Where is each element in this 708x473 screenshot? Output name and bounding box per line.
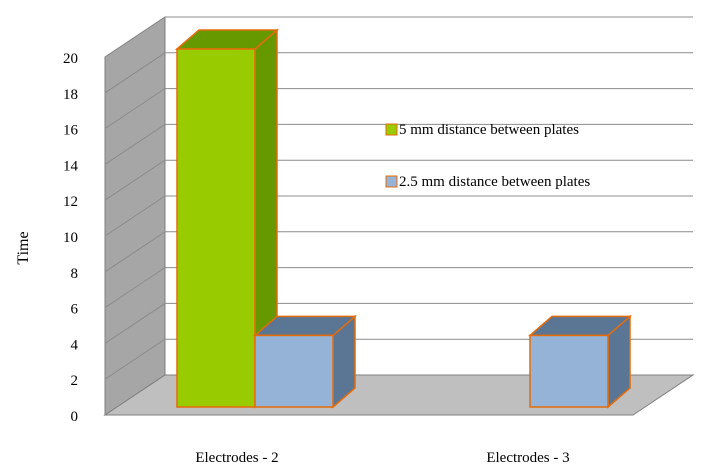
y-tick-label: 6	[71, 302, 79, 318]
y-tick-label: 18	[63, 87, 78, 103]
bar-front	[255, 335, 333, 407]
x-axis-categories: Electrodes - 2 Electrodes - 3	[195, 450, 569, 466]
legend-swatch	[386, 176, 397, 187]
x-category-label: Electrodes - 3	[486, 450, 569, 466]
y-tick-label: 2	[71, 373, 79, 389]
x-category-label: Electrodes - 2	[195, 450, 278, 466]
bar-front	[530, 335, 608, 407]
y-axis-ticks: 0 2 4 6 8 10 12 14 16 18 20	[63, 51, 79, 425]
legend-swatch	[386, 124, 397, 135]
legend: 5 mm distance between plates 2.5 mm dista…	[386, 122, 590, 190]
y-tick-label: 0	[71, 409, 79, 425]
y-tick-label: 4	[71, 337, 79, 353]
bar-front	[177, 49, 255, 407]
legend-label: 5 mm distance between plates	[399, 122, 579, 138]
bars	[177, 30, 630, 407]
bar	[530, 316, 630, 407]
bar	[255, 316, 355, 407]
legend-label: 2.5 mm distance between plates	[399, 174, 590, 190]
y-tick-label: 8	[71, 266, 79, 282]
y-tick-label: 12	[63, 194, 78, 210]
y-tick-label: 16	[63, 123, 79, 139]
y-tick-label: 10	[63, 230, 78, 246]
y-tick-label: 20	[63, 51, 78, 67]
y-tick-label: 14	[63, 158, 79, 174]
y-axis-label: Time	[15, 231, 32, 264]
